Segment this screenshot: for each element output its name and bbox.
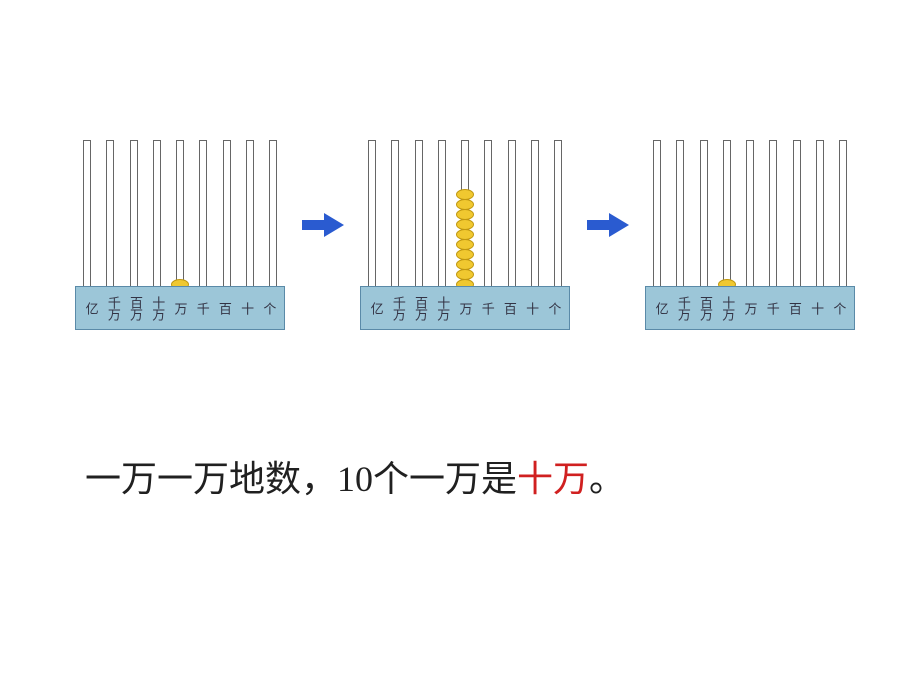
rod (246, 140, 254, 290)
base-right: 亿千万百万十万万千百十个 (645, 286, 855, 330)
arrow-1 (302, 213, 344, 237)
place-label: 千万 (107, 290, 120, 326)
caption-pre: 一万一万地数，10个一万是 (85, 459, 517, 499)
caption-highlight: 十万 (517, 459, 589, 499)
rod (176, 140, 184, 290)
rod (153, 140, 161, 290)
rod (531, 140, 539, 290)
rod (438, 140, 446, 290)
place-label: 个 (547, 290, 560, 326)
base-left: 亿千万百万十万万千百十个 (75, 286, 285, 330)
abacus-middle: 亿千万百万十万万千百十个 (360, 140, 570, 330)
place-label: 百 (788, 290, 801, 326)
rod (508, 140, 516, 290)
rod (793, 140, 801, 290)
place-label: 千万 (392, 290, 405, 326)
rod (461, 140, 469, 290)
rod (554, 140, 562, 290)
place-label: 百万 (699, 290, 712, 326)
rod (839, 140, 847, 290)
abacus-left: 亿千万百万十万万千百十个 (75, 140, 285, 330)
rod (769, 140, 777, 290)
place-label: 万 (458, 290, 471, 326)
arrow-2 (587, 213, 629, 237)
diagram-row: 亿千万百万十万万千百十个 亿千万百万十万万千百十个 亿千万百万十万万千百十个 (75, 135, 855, 335)
place-label: 千 (196, 290, 209, 326)
place-label: 十 (240, 290, 253, 326)
place-label: 百万 (414, 290, 427, 326)
place-label: 十万 (151, 290, 164, 326)
rod (368, 140, 376, 290)
rods-right (653, 140, 847, 290)
place-label: 千万 (677, 290, 690, 326)
place-label: 百 (503, 290, 516, 326)
arrow-icon (587, 213, 629, 237)
rod (746, 140, 754, 290)
place-label: 亿 (370, 290, 383, 326)
rod (653, 140, 661, 290)
rods-middle (368, 140, 562, 290)
rod (83, 140, 91, 290)
place-label: 亿 (85, 290, 98, 326)
caption-post: 。 (589, 459, 625, 499)
rod (106, 140, 114, 290)
rod (199, 140, 207, 290)
rod (130, 140, 138, 290)
base-middle: 亿千万百万十万万千百十个 (360, 286, 570, 330)
rod (816, 140, 824, 290)
rod (415, 140, 423, 290)
rod (223, 140, 231, 290)
rod (700, 140, 708, 290)
abacus-right: 亿千万百万十万万千百十个 (645, 140, 855, 330)
place-label: 万 (173, 290, 186, 326)
rod (391, 140, 399, 290)
place-label: 千 (481, 290, 494, 326)
place-label: 百万 (129, 290, 142, 326)
place-label: 十万 (436, 290, 449, 326)
rod (269, 140, 277, 290)
rods-left (83, 140, 277, 290)
caption: 一万一万地数，10个一万是十万。 (85, 450, 625, 502)
place-label: 十 (810, 290, 823, 326)
place-label: 个 (262, 290, 275, 326)
place-label: 百 (218, 290, 231, 326)
place-label: 万 (743, 290, 756, 326)
rod (676, 140, 684, 290)
rod (723, 140, 731, 290)
rod (484, 140, 492, 290)
place-label: 十 (525, 290, 538, 326)
arrow-icon (302, 213, 344, 237)
place-label: 千 (766, 290, 779, 326)
place-label: 亿 (655, 290, 668, 326)
place-label: 十万 (721, 290, 734, 326)
place-label: 个 (832, 290, 845, 326)
